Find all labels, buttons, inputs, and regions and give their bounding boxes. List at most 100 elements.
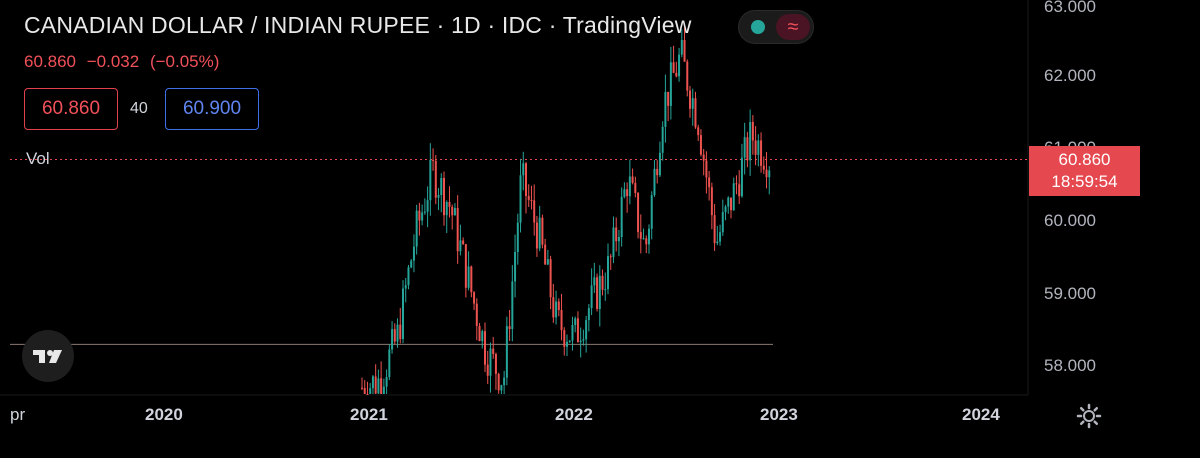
candle-body (560, 310, 563, 331)
candle-body (579, 340, 582, 343)
candle-body (601, 275, 604, 290)
candle-body (396, 324, 399, 342)
candle-body (399, 324, 402, 340)
candle-body (727, 197, 730, 207)
time-axis-label: 2024 (962, 405, 1000, 424)
candle-body (546, 259, 549, 265)
sell-button[interactable]: 60.860 (24, 88, 118, 130)
candle-body (484, 331, 486, 365)
price-axis-label: 63.000 (1044, 0, 1096, 16)
candle-body (760, 140, 763, 166)
market-status-dot (751, 20, 765, 34)
candle-body (568, 340, 571, 342)
candle-body (757, 140, 760, 155)
price-axis-label: 58.000 (1044, 356, 1096, 375)
wave-toggle-icon: ≈ (776, 14, 810, 40)
candle-body (634, 182, 637, 193)
buy-button[interactable]: 60.900 (165, 88, 259, 130)
candle-body (697, 127, 700, 136)
candle-body (437, 195, 440, 198)
candle-body (686, 61, 689, 91)
candle-body (620, 196, 623, 238)
candle-body (691, 98, 694, 109)
candle-body (544, 244, 547, 265)
candle-body (557, 301, 560, 311)
candle-body (541, 217, 544, 245)
candle-body (538, 217, 541, 249)
time-axis-label: 2022 (555, 405, 593, 424)
candle-body (486, 364, 489, 376)
price-change: −0.032 (86, 52, 140, 71)
candle-body (434, 160, 437, 198)
candle-body (366, 394, 369, 395)
candle-body (514, 251, 517, 282)
candle-body (377, 378, 380, 394)
candle-body (730, 197, 732, 211)
candle-body (525, 163, 527, 196)
candle-body (448, 201, 451, 207)
candle-body (519, 175, 522, 223)
candle-body (604, 289, 607, 291)
candle-body (658, 152, 661, 176)
spread-value: 40 (130, 100, 148, 117)
candle-body (719, 232, 722, 242)
candle-body (751, 122, 754, 141)
candle-body (415, 210, 418, 247)
candle-body (478, 325, 481, 342)
candle-body (623, 189, 626, 197)
candle-body (404, 285, 407, 289)
candle-body (508, 326, 511, 330)
candle-body (702, 154, 705, 161)
wave-toggle[interactable]: ≈ (738, 10, 814, 44)
candle-body (669, 62, 672, 106)
candle-body (563, 330, 566, 347)
candle-body (639, 232, 642, 239)
candle-body (617, 237, 620, 242)
candle-body (637, 192, 640, 233)
candle-body (612, 227, 615, 258)
candle-body (675, 72, 678, 77)
candle-body (653, 168, 656, 196)
candle-body (481, 331, 484, 342)
candle-body (710, 187, 713, 216)
chart-header: CANADIAN DOLLAR / INDIAN RUPEE · 1D · ID… (24, 12, 692, 39)
candle-body (721, 212, 724, 233)
gear-icon[interactable] (1075, 402, 1103, 430)
price-axis-label: 62.000 (1044, 66, 1096, 85)
price-axis-label: 60.000 (1044, 211, 1096, 230)
candle-body (445, 201, 448, 216)
candle-body (456, 207, 459, 252)
candle-body (683, 40, 686, 62)
candle-body (724, 206, 727, 213)
candle-body (363, 388, 366, 394)
candle-body (391, 329, 394, 350)
candle-body (716, 241, 719, 244)
candle-body (393, 329, 396, 342)
tradingview-logo-icon[interactable] (22, 330, 74, 382)
candle-body (500, 385, 503, 391)
candle-body (650, 195, 653, 229)
candle-body (432, 159, 435, 161)
bar-countdown: 18:59:54 (1051, 172, 1118, 191)
candle-body (667, 91, 670, 106)
candle-body (762, 165, 765, 170)
volume-label[interactable]: Vol (26, 149, 50, 168)
candle-body (462, 240, 465, 245)
candle-body (552, 297, 555, 318)
candle-body (374, 376, 377, 394)
candle-body (555, 301, 558, 318)
candle-body (470, 266, 473, 293)
candle-body (489, 348, 492, 376)
symbol-title[interactable]: CANADIAN DOLLAR / INDIAN RUPEE · 1D · ID… (24, 12, 692, 38)
candle-body (527, 195, 530, 200)
candle-body (533, 200, 536, 223)
time-axis-label: pr (10, 405, 26, 424)
candle-body (743, 137, 746, 158)
candle-body (530, 199, 533, 201)
current-price-value: 60.860 (1058, 150, 1111, 169)
candle-body (423, 211, 426, 213)
candle-body (361, 387, 363, 389)
candle-body (607, 256, 609, 290)
candle-body (746, 137, 749, 161)
